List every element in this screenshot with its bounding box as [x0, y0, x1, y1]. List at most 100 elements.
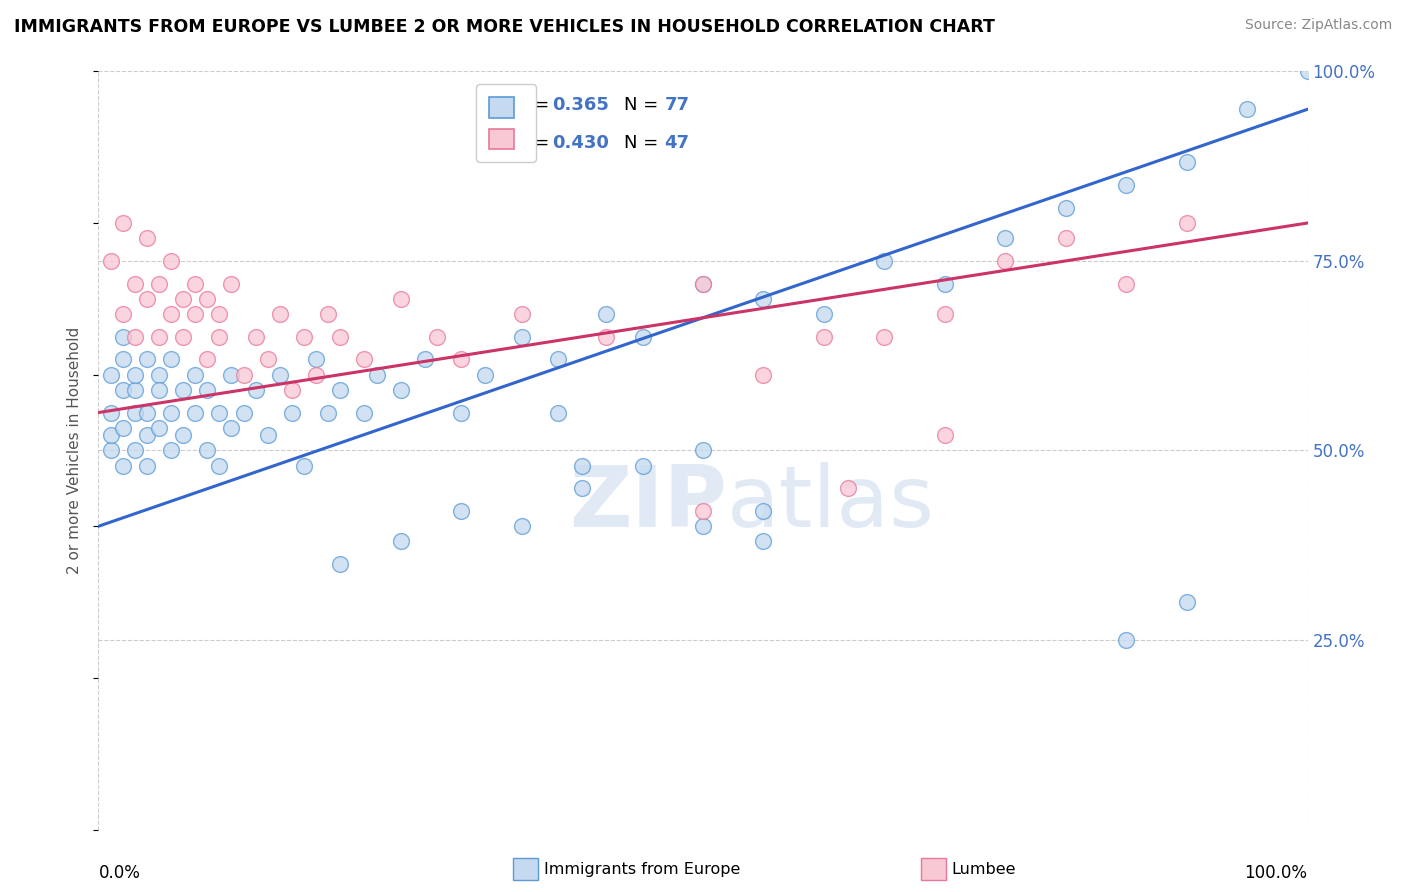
- Text: atlas: atlas: [727, 462, 935, 545]
- Legend: , : ,: [477, 84, 536, 162]
- Point: [813, 330, 835, 344]
- Point: [232, 368, 254, 382]
- Text: 47: 47: [664, 135, 689, 153]
- Text: 0.365: 0.365: [551, 96, 609, 114]
- Point: [692, 277, 714, 291]
- Point: [232, 405, 254, 420]
- Text: IMMIGRANTS FROM EUROPE VS LUMBEE 2 OR MORE VEHICLES IN HOUSEHOLD CORRELATION CHA: IMMIGRANTS FROM EUROPE VS LUMBEE 2 OR MO…: [14, 18, 995, 36]
- Point: [413, 352, 436, 367]
- Point: [100, 428, 122, 442]
- Point: [366, 368, 388, 382]
- Point: [135, 405, 157, 420]
- Point: [256, 428, 278, 442]
- Text: ZIP: ZIP: [569, 462, 727, 545]
- Point: [148, 368, 170, 382]
- Point: [100, 253, 122, 268]
- Point: [1115, 178, 1137, 193]
- Point: [135, 292, 157, 306]
- Point: [595, 330, 617, 344]
- Point: [752, 368, 775, 382]
- Point: [221, 368, 243, 382]
- Text: R =: R =: [516, 135, 554, 153]
- Text: 100.0%: 100.0%: [1244, 863, 1308, 881]
- Point: [172, 292, 194, 306]
- Point: [450, 352, 472, 367]
- Point: [1175, 155, 1198, 169]
- Point: [510, 519, 533, 533]
- Point: [426, 330, 449, 344]
- Y-axis label: 2 or more Vehicles in Household: 2 or more Vehicles in Household: [67, 326, 83, 574]
- Point: [195, 443, 218, 458]
- Point: [111, 216, 134, 230]
- Point: [450, 405, 472, 420]
- Point: [813, 307, 835, 321]
- Point: [353, 352, 375, 367]
- Text: N =: N =: [624, 135, 665, 153]
- Point: [135, 458, 157, 473]
- Point: [994, 253, 1017, 268]
- Point: [148, 421, 170, 435]
- Point: [934, 277, 956, 291]
- Point: [172, 383, 194, 397]
- Point: [752, 504, 775, 518]
- Point: [353, 405, 375, 420]
- Text: Immigrants from Europe: Immigrants from Europe: [544, 863, 741, 877]
- Point: [100, 405, 122, 420]
- Point: [1054, 231, 1077, 245]
- Point: [124, 277, 146, 291]
- Point: [124, 383, 146, 397]
- Point: [510, 330, 533, 344]
- Text: Lumbee: Lumbee: [952, 863, 1017, 877]
- Point: [631, 330, 654, 344]
- Point: [111, 330, 134, 344]
- Point: [208, 405, 231, 420]
- Point: [1054, 201, 1077, 215]
- Point: [1115, 633, 1137, 648]
- Point: [595, 307, 617, 321]
- Point: [160, 307, 183, 321]
- Point: [292, 458, 315, 473]
- Point: [221, 277, 243, 291]
- Point: [281, 405, 304, 420]
- Point: [474, 368, 496, 382]
- Point: [1175, 595, 1198, 609]
- Point: [994, 231, 1017, 245]
- Point: [329, 557, 352, 572]
- Point: [124, 330, 146, 344]
- Point: [160, 443, 183, 458]
- Point: [1175, 216, 1198, 230]
- Point: [208, 330, 231, 344]
- Point: [305, 368, 328, 382]
- Point: [245, 383, 267, 397]
- Text: 0.0%: 0.0%: [98, 863, 141, 881]
- Point: [100, 443, 122, 458]
- Point: [292, 330, 315, 344]
- Point: [256, 352, 278, 367]
- Point: [1236, 103, 1258, 117]
- Point: [571, 482, 593, 496]
- Point: [316, 307, 339, 321]
- Point: [124, 405, 146, 420]
- Point: [269, 368, 291, 382]
- Point: [184, 307, 207, 321]
- Point: [450, 504, 472, 518]
- Point: [547, 405, 569, 420]
- Point: [148, 277, 170, 291]
- Point: [269, 307, 291, 321]
- Point: [124, 368, 146, 382]
- Point: [692, 277, 714, 291]
- Text: 77: 77: [664, 96, 689, 114]
- Point: [111, 458, 134, 473]
- Point: [873, 253, 896, 268]
- Point: [752, 534, 775, 549]
- Point: [100, 368, 122, 382]
- Point: [316, 405, 339, 420]
- Point: [1296, 64, 1319, 78]
- Point: [221, 421, 243, 435]
- Point: [208, 458, 231, 473]
- Point: [389, 383, 412, 397]
- Point: [631, 458, 654, 473]
- Point: [160, 352, 183, 367]
- Point: [837, 482, 859, 496]
- Point: [111, 383, 134, 397]
